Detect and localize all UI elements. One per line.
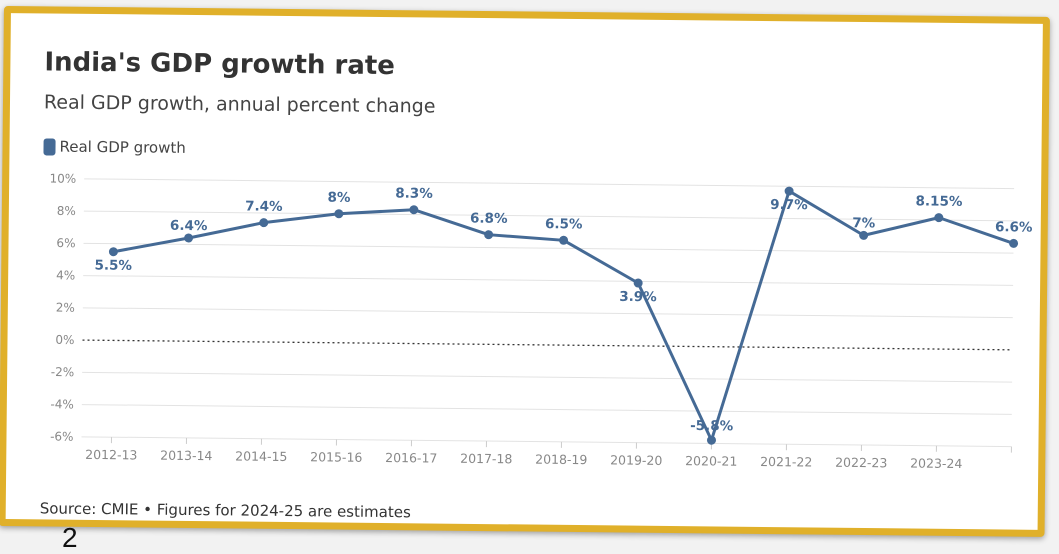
data-point	[934, 213, 944, 223]
y-tick-label: -6%	[50, 430, 74, 444]
x-tick-label: 2016-17	[385, 450, 437, 466]
gridline	[82, 371, 1013, 383]
x-tick-label: 2014-15	[235, 448, 287, 464]
y-tick-label: 10%	[49, 171, 76, 185]
data-label: 7%	[852, 215, 876, 231]
data-label: 6.4%	[170, 218, 208, 234]
data-label: 6.8%	[470, 210, 508, 226]
data-point	[484, 230, 494, 240]
data-label: 6.6%	[995, 219, 1033, 235]
gridline	[81, 404, 1012, 415]
data-label: 7.4%	[245, 198, 283, 214]
gridline	[83, 242, 1014, 254]
data-point	[409, 205, 419, 215]
data-point	[108, 247, 118, 257]
x-tick-label: 2013-14	[160, 448, 212, 464]
data-point	[259, 218, 269, 228]
x-tick-label: 2023-24	[910, 456, 962, 472]
data-point	[184, 233, 194, 243]
zero-line	[82, 339, 1013, 351]
y-tick-label: 8%	[57, 204, 76, 218]
x-tick-label: 2020-21	[685, 453, 737, 469]
data-point	[633, 278, 643, 288]
gridline	[84, 178, 1015, 190]
data-label: 8.3%	[395, 186, 433, 202]
gridline	[82, 307, 1013, 319]
gridline	[81, 436, 1012, 448]
x-tick-label: 2015-16	[310, 449, 362, 465]
data-label: 9.7%	[770, 197, 808, 213]
page-number: 2	[62, 522, 78, 553]
data-label: -5.8%	[690, 418, 734, 434]
data-label: 5.5%	[94, 258, 132, 274]
x-tick-label: 2018-19	[535, 452, 587, 468]
y-tick-label: 6%	[56, 236, 75, 250]
data-label: 8.15%	[915, 193, 962, 209]
gridline	[83, 210, 1014, 222]
data-point	[334, 209, 344, 219]
x-tick-label: 2017-18	[460, 451, 512, 467]
chart-card: India's GDP growth rate Real GDP growth,…	[0, 6, 1050, 537]
y-tick-label: 4%	[56, 268, 75, 282]
data-point	[1009, 238, 1019, 248]
x-tick-label: 2012-13	[85, 447, 137, 463]
data-point	[784, 186, 794, 196]
x-tick-label: 2022-23	[835, 455, 887, 471]
data-label: 3.9%	[619, 289, 657, 305]
data-point	[706, 435, 716, 445]
x-tick-label: 2019-20	[610, 452, 662, 468]
data-label: 6.5%	[545, 216, 583, 232]
y-tick-label: 0%	[55, 333, 74, 347]
data-point	[859, 230, 869, 240]
y-tick-label: 2%	[56, 301, 75, 315]
y-tick-label: -2%	[51, 365, 75, 379]
line-chart: 10% 8% 6% 4% 2% 0% -2% -4% -6% 2012-13 2013-14 2014…	[49, 171, 1033, 472]
data-label: 8%	[327, 190, 351, 206]
data-point	[559, 235, 569, 245]
gridline	[83, 275, 1014, 286]
x-tick-label: 2021-22	[760, 454, 812, 470]
y-tick-label: -4%	[50, 397, 74, 411]
